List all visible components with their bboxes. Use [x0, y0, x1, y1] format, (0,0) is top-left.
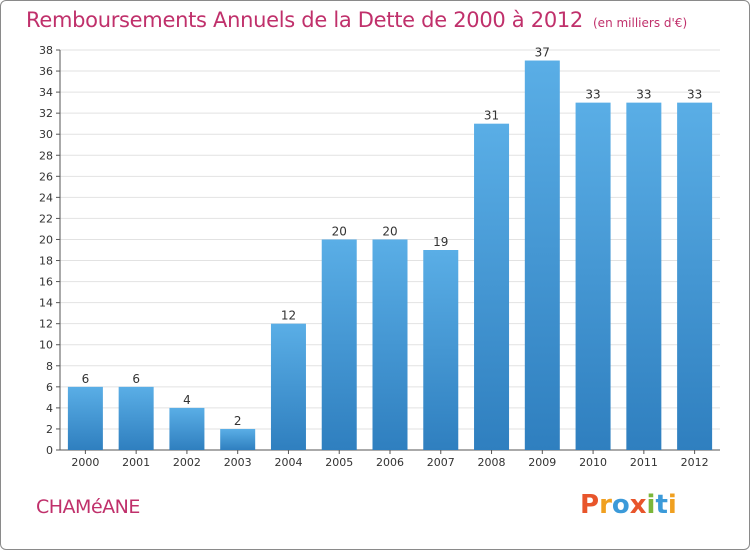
x-tick-label: 2009 [528, 456, 556, 469]
y-tick-label: 36 [39, 65, 53, 78]
proxiti-logo: Proxiti [580, 490, 677, 520]
bar [626, 102, 662, 450]
bar [169, 407, 205, 450]
title-text: Remboursements Annuels de la Dette de 20… [26, 8, 583, 32]
bar [677, 102, 713, 450]
y-tick-label: 26 [39, 170, 53, 183]
bar [118, 386, 154, 450]
y-tick-label: 18 [39, 255, 53, 268]
data-label: 33 [687, 88, 702, 102]
data-label: 6 [132, 372, 140, 386]
y-tick-label: 32 [39, 107, 53, 120]
x-tick-label: 2003 [224, 456, 252, 469]
y-tick-label: 20 [39, 233, 53, 246]
y-tick-label: 22 [39, 212, 53, 225]
chart-title: Remboursements Annuels de la Dette de 20… [26, 8, 687, 32]
data-label: 19 [433, 235, 448, 249]
place-name: CHAMéANE [36, 496, 140, 518]
y-tick-label: 24 [39, 191, 53, 204]
data-label: 6 [82, 372, 90, 386]
logo-letter: P [580, 490, 600, 520]
y-tick-label: 12 [39, 318, 53, 331]
y-tick-label: 28 [39, 149, 53, 162]
data-labels: 6 6 4 2 12 20 20 19 31 37 33 33 33 [82, 46, 703, 428]
unit-label: (en milliers d'€) [593, 16, 688, 30]
y-tick-label: 34 [39, 86, 53, 99]
y-tick-label: 10 [39, 339, 53, 352]
y-tick-label: 8 [46, 360, 53, 373]
data-label: 4 [183, 393, 191, 407]
logo-letter: i [646, 490, 656, 520]
data-label: 33 [636, 88, 651, 102]
data-label: 20 [382, 224, 397, 238]
x-tick-label: 2004 [274, 456, 302, 469]
y-tick-label: 30 [39, 128, 53, 141]
data-label: 20 [332, 224, 347, 238]
bar [474, 123, 510, 451]
data-label: 37 [535, 46, 550, 60]
bar [67, 386, 103, 450]
x-tick-label: 2007 [427, 456, 455, 469]
y-tick-label: 6 [46, 381, 53, 394]
y-tick-label: 4 [46, 402, 53, 415]
logo-letter: t [655, 490, 668, 520]
x-tick-label: 2012 [681, 456, 709, 469]
logo-letter: r [599, 490, 612, 520]
logo-letter: i [667, 490, 677, 520]
bar [423, 250, 459, 450]
y-tick-label: 16 [39, 276, 53, 289]
data-label: 31 [484, 109, 499, 123]
bar [220, 428, 256, 450]
bars [67, 60, 713, 451]
bar [524, 60, 560, 451]
y-tick-label: 0 [46, 444, 53, 457]
x-tick-label: 2001 [122, 456, 150, 469]
x-tick-label: 2011 [630, 456, 658, 469]
y-tick-label: 14 [39, 297, 53, 310]
x-tick-label: 2002 [173, 456, 201, 469]
bar [372, 239, 408, 450]
bar [321, 239, 357, 450]
logo-letter: o [611, 490, 630, 520]
x-tick-label: 2010 [579, 456, 607, 469]
data-label: 12 [281, 309, 296, 323]
bar [575, 102, 611, 450]
x-tick-label: 2006 [376, 456, 404, 469]
y-tick-label: 2 [46, 423, 53, 436]
y-tick-label: 38 [39, 44, 53, 57]
data-label: 2 [234, 414, 242, 428]
bar [270, 323, 306, 450]
logo-letter: x [629, 490, 647, 520]
x-tick-label: 2000 [71, 456, 99, 469]
data-label: 33 [585, 88, 600, 102]
x-tick-label: 2005 [325, 456, 353, 469]
x-tick-label: 2008 [478, 456, 506, 469]
